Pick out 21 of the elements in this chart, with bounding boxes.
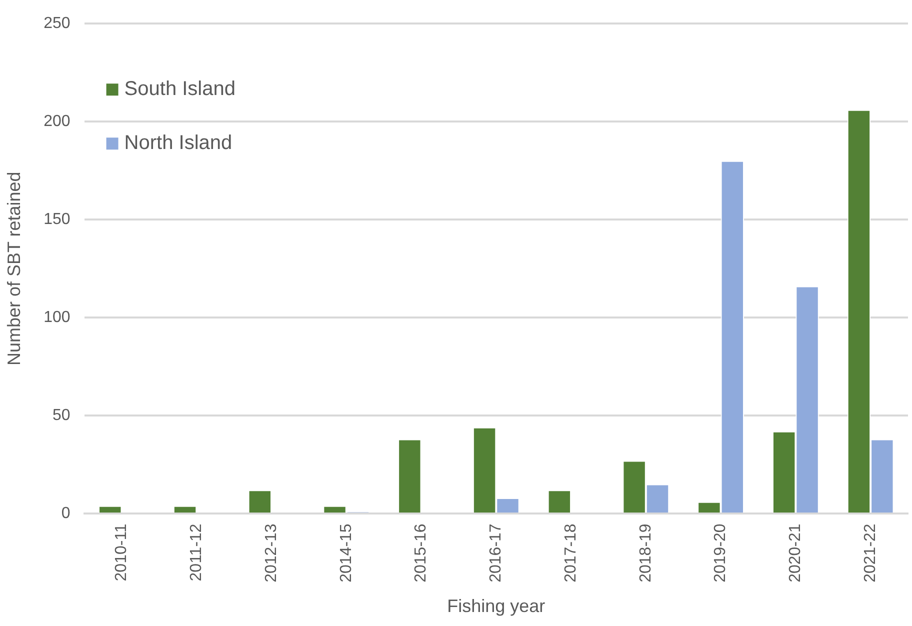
- y-tick-label: 150: [44, 211, 70, 228]
- x-tick-label: 2019-20: [712, 524, 730, 582]
- x-tick-label: 2014-15: [338, 524, 355, 582]
- x-tick-label: 2011-12: [188, 524, 206, 582]
- x-tick-label: 2015-16: [412, 524, 430, 582]
- legend-label: South Island: [124, 78, 236, 100]
- y-tick-label: 50: [52, 407, 70, 424]
- x-tick-label: 2017-18: [562, 524, 580, 582]
- x-axis-title: Fishing year: [447, 596, 546, 616]
- x-tick-label: 2016-17: [488, 524, 505, 582]
- x-tick-label: 2012-13: [262, 524, 280, 582]
- x-tick-label: 2021-22: [862, 524, 879, 582]
- x-tick-label: 2018-19: [637, 524, 654, 582]
- x-tick-label: 2010-11: [113, 524, 130, 582]
- y-tick-label: 0: [61, 505, 70, 522]
- y-axis-title: Number of SBT retained: [4, 172, 24, 366]
- legend-label: North Island: [124, 132, 232, 154]
- y-tick-label: 200: [44, 113, 70, 130]
- x-tick-label: 2020-21: [787, 524, 804, 582]
- y-tick-label: 250: [44, 15, 70, 32]
- y-tick-label: 100: [44, 309, 70, 326]
